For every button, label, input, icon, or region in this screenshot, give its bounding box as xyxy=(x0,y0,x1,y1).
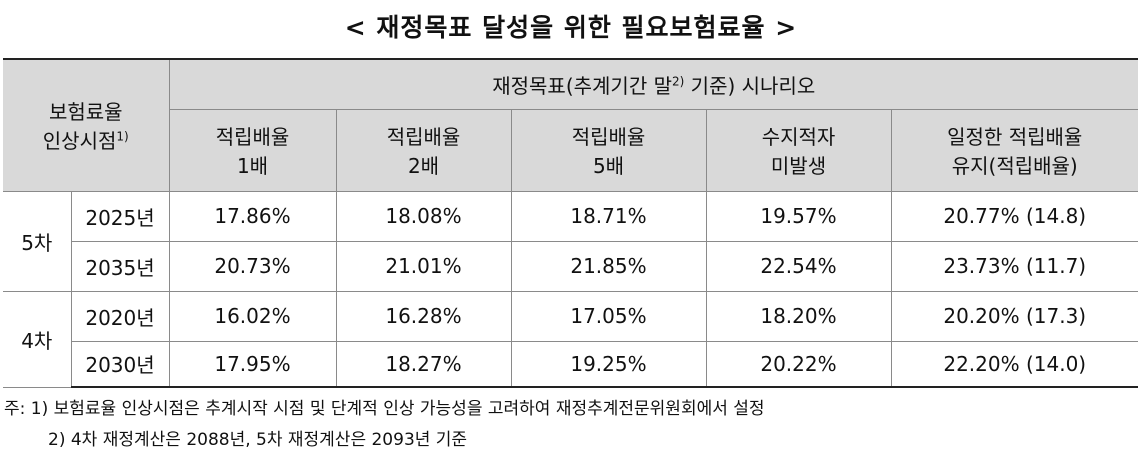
table: 보험료율 인상시점1) 재정목표(추계기간 말2) 기준) 시나리오 적립배율 1배 적립… xyxy=(3,58,1138,388)
title: < 재정목표 달성을 위한 필요보험료율 > xyxy=(344,13,798,42)
header-row: 보험료율 인상시점1) 재정목표(추계기간 말2) 기준) 시나리오 xyxy=(3,58,1138,192)
group-header-text: 기준) 시나리오 xyxy=(684,73,816,98)
value-cell: 23.73% (11.7) xyxy=(890,240,1138,292)
corner-text: 인상시점 xyxy=(42,129,117,154)
column-header-line: 수지적자 xyxy=(761,125,836,149)
notes: 주: 1) 보험료율 인상시점은 추계시작 시점 및 단계적 인상 가능성을 고… xyxy=(4,394,765,456)
value-cell: 21.85% xyxy=(510,240,707,292)
value-cell: 20.77% (14.8) xyxy=(890,190,1138,242)
value-cell: 21.01% xyxy=(335,240,512,292)
data-row: 2030년 17.95% 18.27% 19.25% 20.22% 22.20% (14.… xyxy=(3,340,1138,388)
column-header-line: 5배 xyxy=(592,154,625,178)
value-cell: 18.27% xyxy=(335,340,512,388)
group-label: 5차 xyxy=(3,190,72,292)
note-text: 2) 4차 재정계산은 2088년, 5차 재정계산은 2093년 기준 xyxy=(48,430,468,450)
year-cell: 2020년 xyxy=(70,290,170,342)
value-cell: 17.86% xyxy=(168,190,337,242)
value-cell: 19.25% xyxy=(510,340,707,388)
note: 2) 4차 재정계산은 2088년, 5차 재정계산은 2093년 기준 xyxy=(4,425,765,456)
group-label: 4차 xyxy=(3,290,72,388)
corner-line: 보험료율 xyxy=(3,96,169,125)
corner-cell: 보험료율 인상시점1) xyxy=(3,58,170,192)
column-header-line: 유지(적립배율) xyxy=(951,154,1078,178)
corner-line: 인상시점1) xyxy=(3,125,169,154)
year-cell: 2025년 xyxy=(70,190,170,242)
column-header: 적립배율 5배 xyxy=(510,108,707,192)
value-cell: 22.20% (14.0) xyxy=(890,340,1138,388)
data-row: 5차 2025년 17.86% 18.08% 18.71% 19.57% 20.77% (1… xyxy=(3,190,1138,292)
value-cell: 17.05% xyxy=(510,290,707,342)
column-header-line: 2배 xyxy=(407,154,440,178)
column-header-line: 적립배율 xyxy=(215,125,290,149)
data-row: 2035년 20.73% 21.01% 21.85% 22.54% 23.73% (11.… xyxy=(3,240,1138,292)
value-cell: 20.73% xyxy=(168,240,337,292)
year-cell: 2030년 xyxy=(71,340,170,388)
value-cell: 18.08% xyxy=(335,190,512,242)
column-header: 적립배율 1배 xyxy=(169,108,337,192)
value-cell: 20.20% (17.3) xyxy=(890,290,1138,342)
group-header-text: 재정목표(추계기간 말 xyxy=(492,73,672,98)
value-cell: 18.20% xyxy=(705,290,892,342)
column-header-line: 미발생 xyxy=(770,154,827,178)
footnote-mark: 2) xyxy=(672,74,685,89)
data-row: 4차 2020년 16.02% 16.28% 17.05% 18.20% 20.20% (1… xyxy=(3,290,1138,388)
column-header: 적립배율 2배 xyxy=(335,108,512,192)
value-cell: 19.57% xyxy=(705,190,892,242)
value-cell: 16.02% xyxy=(168,290,337,342)
column-header-line: 일정한 적립배율 xyxy=(947,125,1083,149)
note-text: 1) 보험료율 인상시점은 추계시작 시점 및 단계적 인상 가능성을 고려하여… xyxy=(30,399,765,419)
footnote-mark: 1) xyxy=(116,129,129,144)
value-cell: 16.28% xyxy=(335,290,512,342)
value-cell: 18.71% xyxy=(510,190,707,242)
year-cell: 2035년 xyxy=(71,240,170,292)
value-cell: 20.22% xyxy=(705,340,892,388)
header-row: 적립배율 1배 적립배율 2배 적립배율 5배 수지적자 미발생 일정한 적립배율 유지(적립배율… xyxy=(3,108,1138,192)
column-header-line: 적립배율 xyxy=(571,125,646,149)
column-header-line: 1배 xyxy=(236,154,269,178)
value-cell: 17.95% xyxy=(168,340,337,388)
column-header-line: 적립배율 xyxy=(386,125,461,149)
corner-text: 보험료율 xyxy=(48,100,123,125)
note: 주: 1) 보험료율 인상시점은 추계시작 시점 및 단계적 인상 가능성을 고… xyxy=(4,394,765,425)
value-cell: 22.54% xyxy=(705,240,892,292)
group-header: 재정목표(추계기간 말2) 기준) 시나리오 xyxy=(168,58,1138,110)
note-prefix: 주: xyxy=(4,399,26,419)
